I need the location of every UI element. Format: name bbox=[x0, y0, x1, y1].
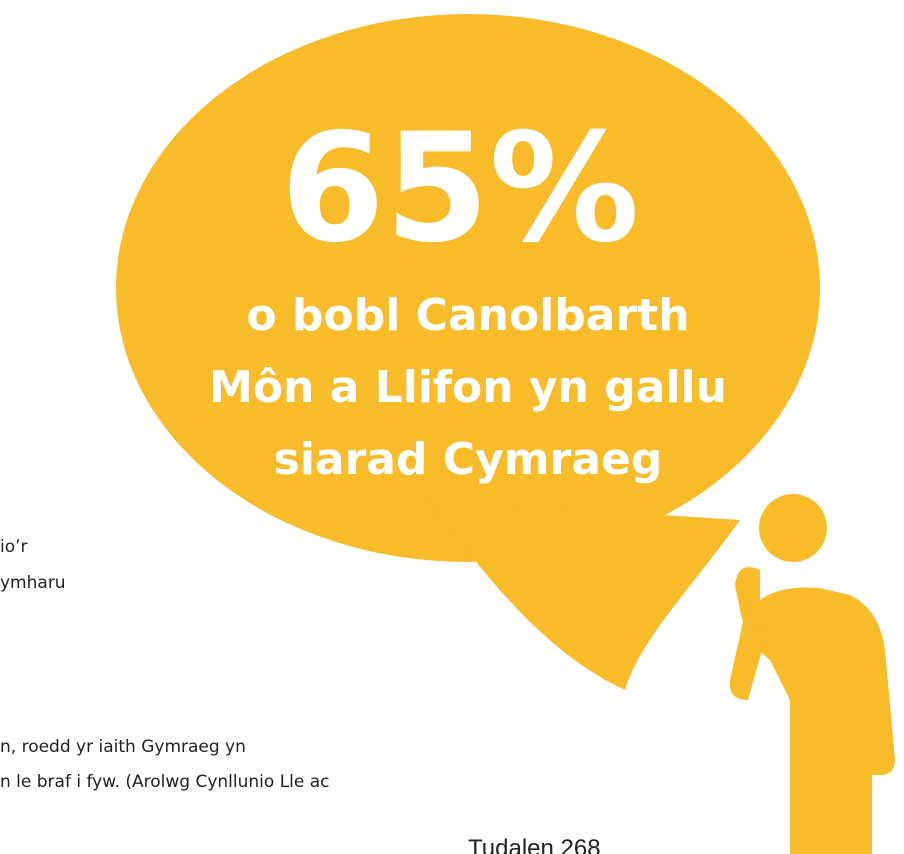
page-footer: Tudalen 268 bbox=[468, 835, 601, 854]
speech-bubble bbox=[116, 14, 820, 690]
body-text: n, roedd yr iaith Gymraeg yn bbox=[0, 737, 246, 757]
bubble-line: Môn a Llifon yn gallu bbox=[209, 362, 727, 413]
bubble-line: siarad Cymraeg bbox=[274, 434, 663, 485]
person-icon bbox=[729, 494, 895, 854]
bubble-tail bbox=[430, 500, 740, 690]
bubble-body bbox=[116, 14, 820, 562]
body-text: io’r bbox=[0, 537, 28, 557]
bubble-line: o bobl Canolbarth bbox=[246, 290, 689, 341]
body-text: ymharu bbox=[0, 573, 66, 593]
headline-percent: 65% bbox=[280, 102, 639, 276]
body-text: n le braf i fyw. (Arolwg Cynllunio Lle a… bbox=[0, 772, 330, 792]
